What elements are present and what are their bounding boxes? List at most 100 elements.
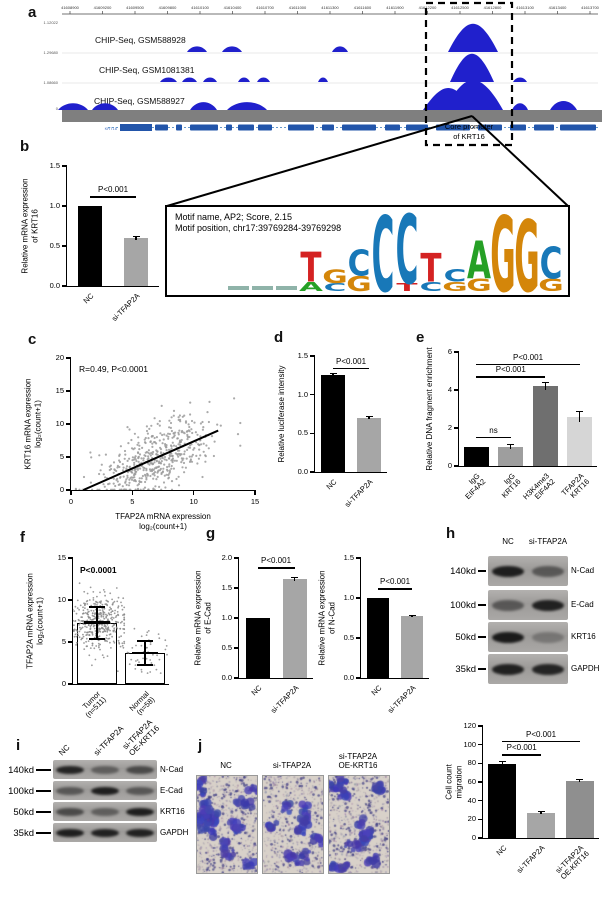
x-tick bbox=[254, 490, 256, 495]
blot-band bbox=[532, 631, 564, 643]
ruler-tick-label: 41612500 bbox=[451, 5, 470, 10]
panel-letter-j: j bbox=[198, 737, 203, 754]
chip-peak bbox=[445, 80, 503, 110]
bar bbox=[367, 598, 389, 678]
marker-dash bbox=[36, 768, 51, 771]
plot-area: 0.0 0.5 1.0 1.5 P<0.001 NC si-TFAP2A bbox=[50, 162, 159, 323]
correlation-annotation: R=0.49, P<0.0001 bbox=[79, 364, 149, 374]
ruler-tick-label: 41611000 bbox=[289, 5, 307, 10]
chip-peak bbox=[448, 23, 498, 52]
x-category-label: si-TFAP2A bbox=[268, 683, 301, 716]
blot-strip bbox=[488, 556, 568, 586]
blot-band bbox=[91, 786, 119, 795]
track-scale-label: 1.29680 bbox=[44, 50, 59, 55]
track-label: CHIP-Seq, GSM588928 bbox=[95, 35, 186, 45]
y-tick-label: 15 bbox=[57, 553, 66, 562]
error-cap bbox=[291, 576, 298, 578]
band-name-label: E-Cad bbox=[160, 785, 183, 795]
core-promoter-label: of KRT16 bbox=[453, 132, 485, 141]
chip-peak-small bbox=[318, 77, 328, 82]
blot-band bbox=[492, 565, 524, 577]
panel-letter-f: f bbox=[20, 529, 25, 546]
bar bbox=[498, 447, 524, 466]
error-cap bbox=[365, 416, 373, 418]
chip-peak-small bbox=[550, 101, 577, 110]
y-tick-label: 0.0 bbox=[221, 673, 232, 682]
y-tick bbox=[478, 781, 483, 783]
blot-band bbox=[532, 663, 564, 675]
ruler-tick-label: 41611900 bbox=[386, 5, 404, 10]
logo-letter: T bbox=[396, 282, 417, 294]
marker-label: 100kd bbox=[450, 600, 476, 611]
migration-canvas bbox=[329, 776, 389, 873]
blot-band bbox=[91, 765, 119, 774]
y-tick bbox=[68, 599, 73, 601]
x-category-label: si-TFAP2A bbox=[514, 843, 547, 876]
y-tick bbox=[66, 489, 71, 491]
error-cap bbox=[408, 615, 416, 617]
band-name-label: KRT16 bbox=[571, 632, 596, 641]
panel-letter-c: c bbox=[28, 331, 37, 348]
blot-band bbox=[125, 807, 154, 816]
x-category-label: si-TFAP2A bbox=[342, 477, 375, 510]
x-category-label: Tumor (n=511) bbox=[81, 689, 109, 720]
lane-label: si-TFAP2A bbox=[528, 537, 568, 546]
blot-band bbox=[125, 765, 154, 774]
callout-line bbox=[471, 115, 569, 207]
x-category-label: IgG KRT16 bbox=[499, 471, 522, 500]
blot-band bbox=[91, 828, 119, 837]
y-tick-label: 120 bbox=[463, 721, 476, 730]
sig-label: P<0.001 bbox=[260, 556, 292, 565]
chip-peak-small bbox=[257, 77, 270, 82]
band-name-label: GAPDH bbox=[571, 664, 600, 673]
logo-letter: C bbox=[420, 279, 443, 294]
y-tick bbox=[478, 743, 483, 746]
gene-exon bbox=[238, 124, 254, 131]
y-tick-label: 1.5 bbox=[221, 583, 232, 592]
motif-position: Motif position, chr17:39769284-39769298 bbox=[175, 223, 342, 233]
motif-name-score: Motif name, AP2; Score, 2.15 bbox=[175, 212, 293, 222]
blot-strip bbox=[488, 590, 568, 620]
logo-letter: C bbox=[396, 207, 419, 295]
blot-band bbox=[56, 786, 85, 795]
chart-luciferase: 0.0 0.5 1.0 1.5 P<0.001 NC si-TFAP2A Relative l… bbox=[270, 342, 396, 518]
gene-exon bbox=[120, 124, 152, 131]
bar bbox=[321, 375, 345, 472]
y-tick bbox=[454, 465, 459, 467]
x-category-label: si-TFAP2A OE-KRT16 bbox=[553, 843, 591, 882]
marker-label: 140kd bbox=[8, 764, 34, 776]
sig-line bbox=[476, 363, 580, 366]
plot-area: 0 2 4 6 ns P<0.001 P<0.001 IgG EIF4A2 IgG KRT16 H… bbox=[448, 348, 597, 501]
blot-band bbox=[56, 828, 85, 837]
chip-peak-small bbox=[187, 46, 207, 52]
marker-label: 140kd bbox=[450, 566, 476, 577]
logo-letter: C bbox=[372, 207, 395, 295]
bar bbox=[532, 386, 558, 466]
blot-band bbox=[91, 807, 119, 816]
motif-callout-box: Motif name, AP2; Score, 2.15 Motif posit… bbox=[165, 205, 570, 297]
y-tick bbox=[478, 725, 483, 727]
y-tick-label: 2.0 bbox=[221, 553, 232, 562]
y-tick-label: 20 bbox=[467, 814, 476, 824]
bar bbox=[488, 764, 517, 838]
migration-image bbox=[196, 775, 258, 874]
y-tick bbox=[62, 165, 67, 167]
track-label: CHIP-Seq, GSM588927 bbox=[94, 96, 185, 106]
track-scale-label: 1.12022 bbox=[44, 20, 59, 25]
y-tick bbox=[478, 837, 483, 839]
panel-letter-e: e bbox=[416, 329, 425, 346]
chip-peak-small bbox=[513, 77, 527, 82]
blot-strip bbox=[53, 823, 157, 842]
ruler-tick-label: 41613100 bbox=[516, 5, 535, 10]
chart-correlation-scatter: 0 5 10 15 20 0 5 10 15 TFAP2A mRNA expression log… bbox=[20, 346, 264, 544]
y-tick bbox=[68, 557, 73, 559]
migration-canvas bbox=[263, 776, 323, 873]
pvalue-annotation: P<0.0001 bbox=[80, 565, 117, 575]
migration-image-label: si-TFAP2A bbox=[272, 760, 312, 770]
chip-peak bbox=[450, 53, 494, 82]
y-tick bbox=[234, 677, 239, 679]
sig-label: P<0.001 bbox=[506, 743, 537, 752]
y-axis-label: Relative mRNA expression of KRT16 bbox=[20, 178, 39, 274]
chip-peak-small bbox=[238, 77, 250, 82]
